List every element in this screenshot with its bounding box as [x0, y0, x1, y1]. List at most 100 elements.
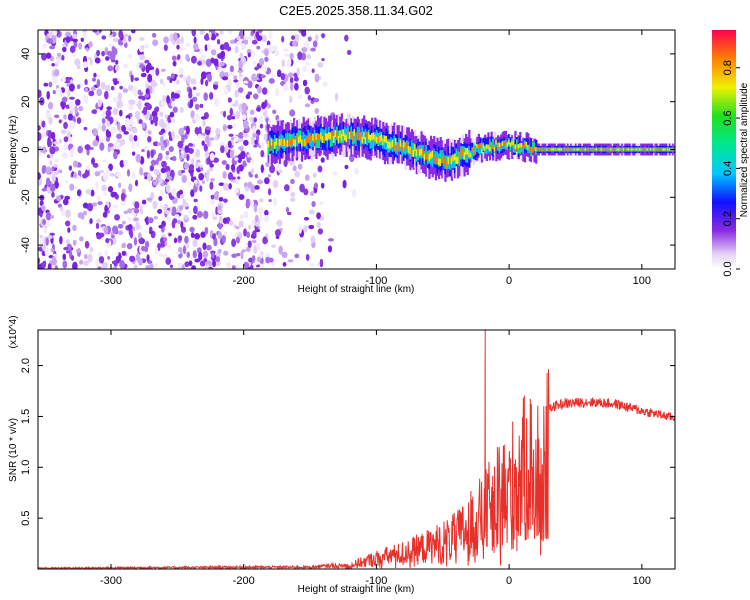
spectrogram-cell	[38, 132, 42, 141]
spectrogram-cell	[183, 75, 187, 83]
spectrogram-cell	[129, 229, 134, 239]
spectrogram-cell	[274, 88, 280, 97]
spectrogram-cell	[190, 55, 197, 64]
spectrogram-cell	[213, 58, 219, 67]
spectrogram-cell	[223, 231, 228, 237]
spectrogram-cell	[298, 224, 302, 234]
spectrogram-ridge-cell	[516, 146, 519, 151]
spectrogram-ridge-cell	[273, 134, 277, 149]
spectrogram-cell	[233, 75, 238, 80]
spectrogram-ridge-cell	[479, 143, 482, 148]
colorbar-tick-label: 0.4	[722, 161, 734, 176]
spectrogram-cell	[199, 30, 205, 36]
spectrogram-ridge-cell	[477, 145, 480, 154]
spectrogram-cell	[62, 46, 67, 53]
spectrogram-cell	[242, 133, 249, 137]
spectrogram-cell	[70, 255, 74, 261]
spectrogram-cell	[155, 67, 160, 77]
spectrogram-cell	[50, 131, 56, 140]
spectrogram-ridge-cell	[466, 147, 469, 155]
spectrogram-cell	[209, 181, 214, 190]
spectrogram-cell	[302, 65, 307, 73]
spectrogram-cell	[291, 35, 296, 40]
spectrogram-cell	[96, 234, 102, 240]
snr-y-axis-label: SNR (10 * v/v)	[8, 418, 19, 482]
spectrogram-cell	[144, 59, 150, 64]
spectrogram-cell	[229, 107, 233, 117]
spectrogram-ridge-cell	[398, 143, 401, 151]
spectrogram-cell	[133, 264, 138, 269]
spectrogram-cell	[89, 246, 94, 253]
spectrogram-cell	[281, 35, 285, 43]
spectrogram-cell	[38, 150, 42, 157]
spectrogram-cell	[38, 257, 41, 265]
spectrogram-ridge-cell	[387, 141, 390, 149]
spectrogram-cell	[105, 87, 111, 92]
spectrogram-ridge-cell	[457, 156, 460, 164]
spectrogram-cell	[248, 224, 252, 230]
colorbar-tick-label: 0.0	[722, 261, 734, 276]
spectrogram-ridge-cell	[267, 140, 270, 148]
spectrogram-cell	[314, 73, 320, 83]
spectrogram-ridge-cell	[554, 148, 557, 151]
spectrogram-ridge-cell	[484, 137, 487, 153]
spectrogram-cell	[183, 214, 189, 220]
spectrogram-cell	[281, 251, 288, 258]
spectrogram-cell	[153, 115, 157, 123]
spectrogram-cell	[96, 79, 100, 88]
spectrogram-cell	[151, 69, 155, 77]
spectrogram-cell	[201, 140, 205, 146]
spectrogram-cell	[96, 88, 102, 97]
spectrogram-cell	[172, 106, 178, 113]
spectrogram-cell	[121, 220, 126, 225]
spectrogram-ridge-cell	[396, 144, 399, 152]
spectrogram-cell	[271, 244, 276, 248]
spectrogram-cell	[304, 86, 310, 95]
spectrogram-cell	[105, 109, 112, 117]
spectrogram-cell	[131, 30, 136, 34]
spectrogram-cell	[212, 259, 216, 268]
spectrogram-cell	[101, 117, 106, 124]
spectrogram-cell	[133, 217, 139, 222]
spectrogram-cell	[169, 111, 175, 118]
spectrogram-ridge-cell	[511, 140, 514, 146]
spectrogram-cell	[154, 246, 159, 255]
spectrogram-cell	[100, 81, 106, 90]
spectrogram-cell	[74, 58, 81, 66]
spectrogram-cell	[114, 214, 121, 221]
spectrogram-cell	[222, 76, 228, 81]
spectrogram-cell	[171, 219, 176, 229]
spectrogram-cell	[55, 58, 61, 65]
spectrogram-ridge-cell	[273, 141, 277, 149]
spectrogram-ridge-cell	[415, 149, 418, 157]
spectrogram-ridge-cell	[286, 139, 289, 147]
spectrogram-ridge-cell	[336, 130, 339, 138]
spectrogram-cell	[60, 129, 67, 134]
spectrogram-cell	[74, 105, 78, 114]
spectrogram-cell	[124, 33, 129, 38]
spectrogram-ridge-cell	[272, 139, 275, 147]
spectrogram-ridge-cell	[281, 138, 285, 146]
spectrogram-cell	[234, 157, 239, 161]
spectrogram-ridge-cell	[455, 148, 458, 162]
spectrogram-cell	[255, 129, 261, 136]
spectrogram-cell	[308, 224, 315, 230]
spectrogram-cell	[193, 198, 198, 203]
spectrogram-cell	[260, 142, 265, 148]
spectrogram-cell	[79, 236, 84, 242]
spectrogram-cell	[230, 149, 234, 159]
spectrogram-cell	[144, 175, 148, 180]
spectrogram-cell	[101, 262, 108, 269]
spectrogram-ridge-cell	[660, 148, 664, 151]
spectrogram-ridge-cell	[603, 148, 606, 151]
spectrogram-cell	[199, 260, 206, 267]
spectrogram-cell	[180, 221, 184, 229]
spectrogram-ridge-cell	[582, 148, 586, 151]
spectrogram-cell	[222, 171, 227, 179]
spectrogram-cell	[223, 110, 227, 118]
spectrogram-cell	[63, 136, 69, 143]
spectrogram-cell	[56, 53, 62, 57]
spectrogram-cell	[90, 189, 95, 197]
spectrogram-cell	[312, 172, 317, 178]
spectrogram-cell	[61, 152, 68, 159]
